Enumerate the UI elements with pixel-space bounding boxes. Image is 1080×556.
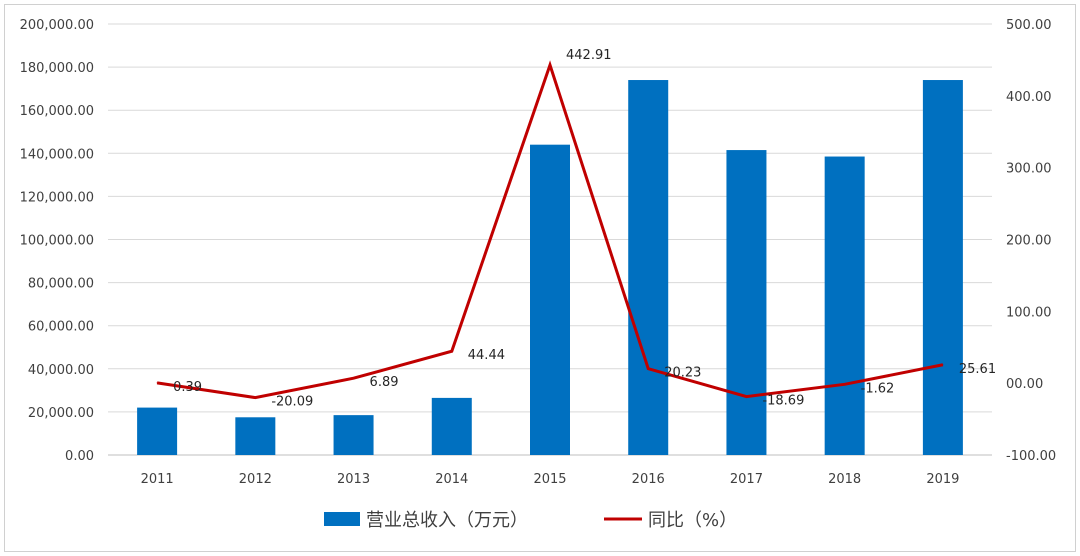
right-tick-label: 500.00 bbox=[1006, 18, 1052, 33]
bar-series bbox=[137, 80, 963, 455]
bar bbox=[235, 417, 276, 455]
right-tick-label: 200.00 bbox=[1006, 234, 1052, 249]
right-tick-label: 100.00 bbox=[1006, 305, 1052, 320]
line-point bbox=[451, 350, 453, 352]
line-data-label: -1.62 bbox=[861, 381, 895, 396]
legend: 营业总收入（万元） 同比（%） bbox=[324, 510, 737, 531]
legend-bar-swatch bbox=[324, 512, 360, 526]
bar bbox=[530, 144, 570, 455]
left-tick-label: 100,000.00 bbox=[20, 234, 94, 249]
left-axis-ticks: 0.00 20,000.00 40,000.00 60,000.00 80,000.00… bbox=[20, 18, 94, 464]
x-tick-label: 2015 bbox=[533, 472, 566, 487]
line-data-label: -18.69 bbox=[762, 394, 804, 409]
x-tick-label: 2014 bbox=[435, 472, 468, 487]
left-tick-label: 80,000.00 bbox=[28, 277, 94, 292]
left-tick-label: 40,000.00 bbox=[28, 363, 94, 378]
right-tick-label: 00.00 bbox=[1006, 377, 1043, 392]
left-tick-label: 140,000.00 bbox=[20, 147, 94, 162]
left-tick-label: 20,000.00 bbox=[28, 406, 94, 421]
line-point bbox=[549, 64, 551, 66]
right-tick-label: 400.00 bbox=[1006, 90, 1052, 105]
x-tick-label: 2017 bbox=[730, 472, 763, 487]
x-axis-ticks: 2011 2012 2013 2014 2015 2016 2017 2018 2019 bbox=[141, 472, 960, 487]
bar bbox=[137, 407, 178, 455]
line-data-label: 20.23 bbox=[664, 366, 701, 381]
x-tick-label: 2012 bbox=[239, 472, 272, 487]
line-series bbox=[156, 60, 944, 400]
line-data-label: -20.09 bbox=[271, 395, 313, 410]
line-data-label: 44.44 bbox=[468, 348, 505, 363]
left-tick-label: 160,000.00 bbox=[20, 104, 94, 119]
line-data-label: 6.89 bbox=[370, 375, 399, 390]
bar bbox=[628, 80, 669, 455]
line-point bbox=[942, 364, 944, 366]
bar bbox=[431, 397, 472, 455]
x-tick-label: 2013 bbox=[337, 472, 370, 487]
line-data-label: 0.39 bbox=[173, 380, 202, 395]
line-point bbox=[156, 382, 158, 384]
legend-line-label: 同比（%） bbox=[648, 510, 737, 531]
right-axis-ticks: -100.00 00.00 100.00 200.00 300.00 400.00 500.… bbox=[1006, 18, 1056, 464]
x-tick-label: 2016 bbox=[632, 472, 665, 487]
line-point bbox=[353, 377, 355, 379]
x-tick-label: 2018 bbox=[828, 472, 861, 487]
left-tick-label: 200,000.00 bbox=[20, 18, 94, 33]
line-data-label: 25.61 bbox=[959, 362, 996, 377]
x-tick-label: 2019 bbox=[926, 472, 959, 487]
line-point bbox=[254, 397, 256, 399]
left-tick-label: 120,000.00 bbox=[20, 190, 94, 205]
left-tick-label: 0.00 bbox=[65, 449, 94, 464]
bar bbox=[922, 80, 963, 455]
left-tick-label: 60,000.00 bbox=[28, 320, 94, 335]
legend-bar-label: 营业总收入（万元） bbox=[366, 510, 528, 531]
line-point bbox=[647, 368, 649, 370]
x-tick-label: 2011 bbox=[141, 472, 174, 487]
chart-frame bbox=[4, 4, 1076, 552]
line-data-label: 442.91 bbox=[566, 48, 612, 63]
line-point bbox=[745, 396, 747, 398]
bar bbox=[824, 156, 865, 455]
bar bbox=[333, 415, 374, 455]
bar bbox=[726, 150, 767, 455]
left-tick-label: 180,000.00 bbox=[20, 61, 94, 76]
right-tick-label: 300.00 bbox=[1006, 162, 1052, 177]
right-tick-label: -100.00 bbox=[1006, 449, 1056, 464]
line-point bbox=[844, 383, 846, 385]
line-data-labels: 0.39 -20.09 6.89 44.44 442.91 20.23 -18.69 -1.6… bbox=[173, 48, 996, 410]
